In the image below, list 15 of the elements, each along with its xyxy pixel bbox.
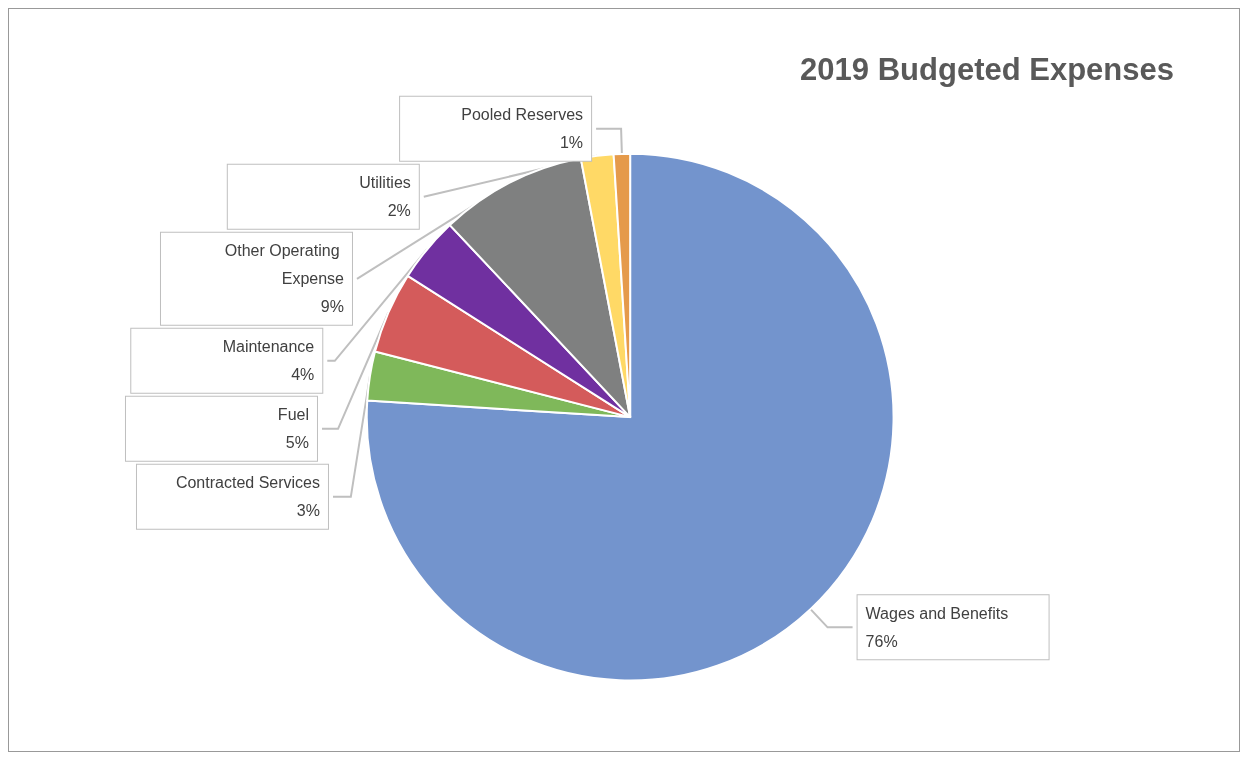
slice-label: Other Operating Expense	[224, 242, 345, 288]
data-label: 76%	[865, 632, 898, 650]
chart-title: 2019 Budgeted Expenses	[800, 52, 1175, 87]
slice-label: Fuel	[277, 406, 309, 424]
slice-label: Wages and Benefits	[865, 604, 1009, 622]
slice-label: Maintenance	[222, 338, 315, 356]
data-label: 3%	[296, 502, 320, 520]
data-label: 4%	[291, 366, 315, 384]
data-label: 5%	[285, 434, 309, 452]
slice-label: Pooled Reserves	[461, 106, 584, 124]
data-label: 2%	[387, 202, 411, 220]
slice-label: Contracted Services	[175, 474, 320, 492]
data-label: 9%	[320, 298, 344, 316]
data-label: 1%	[559, 134, 584, 152]
slice-label: Utilities	[359, 174, 411, 192]
